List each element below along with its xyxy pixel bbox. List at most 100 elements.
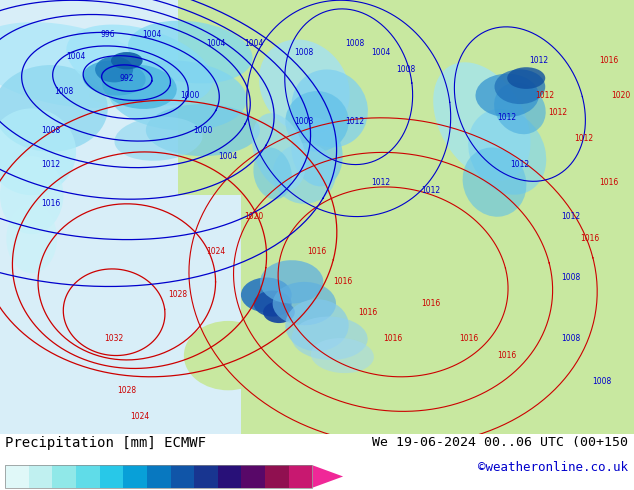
Text: 1012: 1012 [574,134,593,143]
Bar [178,0,431,195]
Ellipse shape [273,282,336,325]
Text: 1032: 1032 [105,334,124,343]
Text: 1012: 1012 [548,108,567,117]
Text: 1004: 1004 [67,52,86,61]
Bar [171,465,194,488]
Text: 1024: 1024 [130,412,149,421]
Text: 1016: 1016 [384,334,403,343]
Bar [147,465,171,488]
Text: 1004: 1004 [143,30,162,39]
Text: 1008: 1008 [561,334,580,343]
Ellipse shape [292,317,368,360]
Text: 1028: 1028 [168,291,187,299]
Ellipse shape [260,260,323,304]
Ellipse shape [254,291,292,317]
Ellipse shape [82,61,146,96]
Text: 1016: 1016 [498,351,517,360]
Ellipse shape [292,70,368,147]
Ellipse shape [241,178,266,213]
Ellipse shape [108,60,247,130]
Polygon shape [241,195,330,312]
Ellipse shape [259,40,350,134]
Text: 1008: 1008 [346,39,365,48]
Text: 1016: 1016 [307,247,327,256]
Ellipse shape [67,24,212,105]
Text: 1012: 1012 [41,160,60,169]
Text: 1012: 1012 [498,113,517,122]
Text: 1020: 1020 [612,91,631,100]
Ellipse shape [252,113,306,190]
Text: 1008: 1008 [295,117,314,126]
Text: 1012: 1012 [422,186,441,196]
Ellipse shape [476,74,539,117]
Ellipse shape [468,109,547,195]
Text: 1028: 1028 [117,386,136,395]
Ellipse shape [0,156,63,234]
Text: 1012: 1012 [529,56,548,65]
Ellipse shape [6,204,57,273]
Text: 996: 996 [100,30,115,39]
Bar [29,465,53,488]
Bar [123,465,147,488]
Ellipse shape [495,70,545,104]
Text: 1004: 1004 [219,151,238,161]
Text: 1004: 1004 [371,48,390,56]
Bar [76,465,100,488]
Ellipse shape [292,117,342,186]
Text: 1008: 1008 [295,48,314,56]
Text: 1000: 1000 [181,91,200,100]
Text: 1004: 1004 [206,39,225,48]
Text: 1016: 1016 [460,334,479,343]
Text: 1016: 1016 [580,234,599,243]
Text: 1012: 1012 [510,160,529,169]
Bar [100,465,123,488]
Text: 1012: 1012 [371,178,390,187]
Text: 1012: 1012 [561,212,580,221]
Ellipse shape [0,22,155,108]
Text: 1004: 1004 [244,39,263,48]
Text: 1016: 1016 [599,56,618,65]
Text: 1016: 1016 [358,308,377,317]
Text: 1008: 1008 [593,377,612,386]
Bar [53,465,76,488]
Ellipse shape [0,108,76,195]
Ellipse shape [285,299,349,351]
Text: 1016: 1016 [333,277,352,286]
Text: 1012: 1012 [346,117,365,126]
Bar [242,465,265,488]
Ellipse shape [263,301,295,323]
Ellipse shape [102,65,177,109]
Bar [265,465,288,488]
Text: 1016: 1016 [599,178,618,187]
Ellipse shape [241,277,292,312]
Text: 1008: 1008 [41,125,60,135]
Ellipse shape [303,31,394,125]
Bar [218,465,242,488]
Bar [288,465,313,488]
Ellipse shape [146,104,260,156]
Text: 1020: 1020 [244,212,263,221]
Ellipse shape [0,65,108,152]
Ellipse shape [111,52,143,70]
Text: Precipitation [mm] ECMWF: Precipitation [mm] ECMWF [5,436,206,450]
Ellipse shape [494,83,546,134]
Bar [5,465,29,488]
Ellipse shape [507,67,545,89]
Text: 992: 992 [120,74,134,82]
Bar [241,0,634,434]
Ellipse shape [273,143,336,204]
Ellipse shape [254,147,292,199]
Ellipse shape [285,91,349,152]
Text: 1008: 1008 [561,273,580,282]
Text: 1024: 1024 [206,247,225,256]
Ellipse shape [463,147,526,217]
Text: 1016: 1016 [41,199,60,208]
Ellipse shape [128,21,252,83]
Ellipse shape [433,62,531,181]
Polygon shape [313,465,343,488]
Bar [194,465,218,488]
Ellipse shape [184,321,273,390]
Text: ©weatheronline.co.uk: ©weatheronline.co.uk [477,461,628,474]
Text: 1008: 1008 [54,87,73,96]
Bar [5,465,313,488]
